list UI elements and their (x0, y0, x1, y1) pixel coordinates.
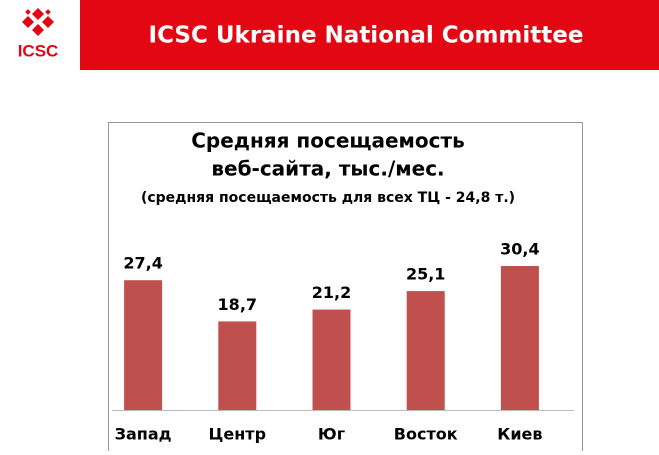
bar (406, 291, 445, 410)
x-tick-label: Киев (497, 425, 542, 444)
value-label: 18,7 (218, 295, 257, 314)
x-tick-label: Центр (209, 425, 266, 444)
x-tick-label: Восток (394, 425, 458, 444)
logo-mark (22, 8, 54, 36)
x-tick-label: Юг (318, 425, 345, 444)
chart-subtitle: (средняя посещаемость для всех ТЦ - 24,8… (141, 190, 515, 206)
value-label: 30,4 (500, 240, 539, 259)
value-label: 21,2 (312, 283, 351, 302)
header-bar (80, 0, 659, 70)
bar (218, 321, 257, 410)
bar (500, 266, 539, 410)
value-label: 25,1 (406, 265, 445, 284)
value-label: 27,4 (123, 254, 162, 273)
bar (312, 309, 351, 410)
chart-title: Средняя посещаемость (191, 129, 465, 153)
bar (124, 280, 163, 410)
logo-text: ICSC (18, 41, 59, 60)
x-tick-label: Запад (115, 425, 172, 444)
header-title: ICSC Ukraine National Committee (149, 23, 584, 49)
chart-title: веб-сайта, тыс./мес. (211, 157, 444, 181)
